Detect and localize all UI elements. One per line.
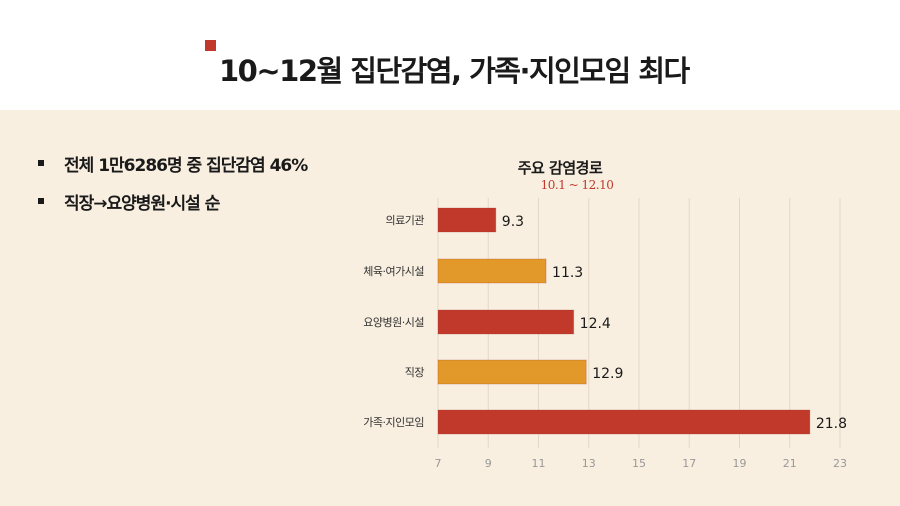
data-label: 12.9	[592, 366, 623, 382]
bullet-text: 직장→요양병원·시설 순	[64, 193, 220, 214]
bullet-square-icon	[38, 198, 44, 204]
bullet-text: 전체 1만6286명 중 집단감염 46%	[64, 155, 308, 176]
title-accent-square	[205, 40, 216, 51]
data-label: 11.3	[552, 265, 583, 281]
data-label: 21.8	[816, 416, 847, 432]
category-label: 의료기관	[386, 214, 425, 227]
page-title: 10~12월 집단감염, 가족·지인모임 최다	[219, 54, 690, 88]
x-tick-label: 19	[733, 457, 747, 470]
x-tick-label: 11	[532, 457, 546, 470]
x-tick-label: 13	[582, 457, 596, 470]
category-label: 직장	[405, 366, 425, 379]
category-label: 가족·지인모임	[363, 416, 424, 429]
x-tick-label: 9	[485, 457, 492, 470]
bullet-square-icon	[38, 160, 44, 166]
x-tick-label: 23	[833, 457, 847, 470]
data-label: 9.3	[502, 214, 524, 230]
chart-subtitle: 10.1 ~ 12.10	[540, 178, 614, 192]
header-band: 10~12월 집단감염, 가족·지인모임 최다	[0, 0, 900, 110]
bar	[437, 359, 587, 385]
bullet-item: 전체 1만6286명 중 집단감염 46%	[38, 150, 308, 176]
x-tick-label: 17	[682, 457, 696, 470]
category-label: 요양병원·시설	[363, 316, 424, 329]
bullet-list: 전체 1만6286명 중 집단감염 46% 직장→요양병원·시설 순	[38, 150, 308, 226]
x-tick-label: 21	[783, 457, 797, 470]
category-label: 체육·여가시설	[363, 265, 424, 278]
x-tick-label: 15	[632, 457, 646, 470]
bar	[437, 258, 547, 284]
data-label: 12.4	[580, 316, 611, 332]
bar	[437, 309, 575, 335]
bar	[437, 409, 811, 435]
bar	[437, 207, 497, 233]
x-tick-label: 7	[435, 457, 442, 470]
chart-title: 주요 감염경로	[517, 159, 603, 177]
bullet-item: 직장→요양병원·시설 순	[38, 188, 307, 214]
